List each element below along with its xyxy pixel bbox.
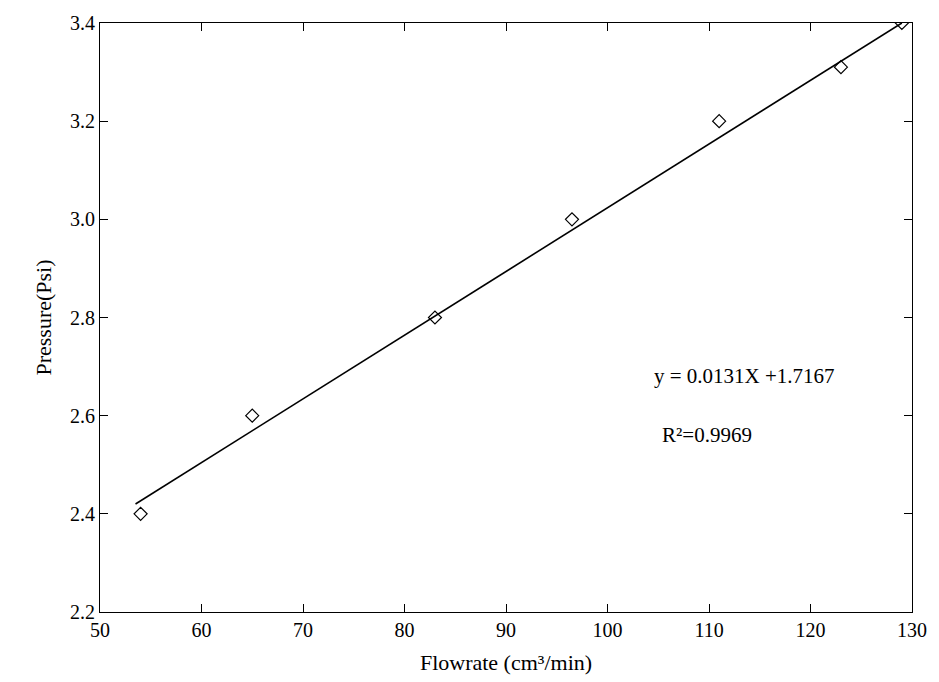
svg-text:2.2: 2.2 [70,601,95,623]
svg-text:Flowrate (cm³/min): Flowrate (cm³/min) [420,650,592,675]
svg-text:R²=0.9969: R²=0.9969 [662,423,752,447]
svg-text:50: 50 [90,619,110,641]
svg-text:3.0: 3.0 [70,208,95,230]
svg-text:70: 70 [293,619,313,641]
svg-text:130: 130 [897,619,927,641]
svg-text:110: 110 [694,619,723,641]
svg-text:3.2: 3.2 [70,110,95,132]
svg-text:3.4: 3.4 [70,12,95,34]
svg-text:60: 60 [192,619,212,641]
svg-text:100: 100 [593,619,623,641]
svg-text:90: 90 [496,619,516,641]
svg-text:Pressure(Psi): Pressure(Psi) [31,259,56,375]
svg-text:2.4: 2.4 [70,503,95,525]
svg-text:80: 80 [395,619,415,641]
svg-text:y = 0.0131X +1.7167: y = 0.0131X +1.7167 [654,364,835,388]
svg-text:2.8: 2.8 [70,307,95,329]
svg-text:120: 120 [796,619,826,641]
svg-text:2.6: 2.6 [70,405,95,427]
